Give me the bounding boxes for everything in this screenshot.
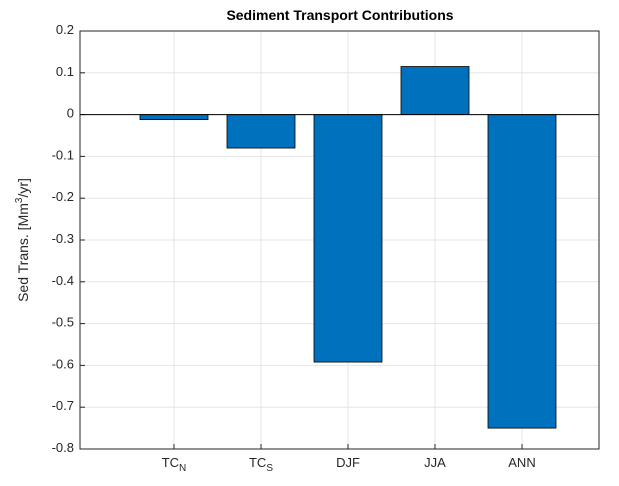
bar <box>487 114 557 429</box>
x-tick-label: ANN <box>508 455 535 470</box>
y-tick-label: 0 <box>67 106 74 121</box>
y-tick-label: -0.4 <box>52 273 74 288</box>
x-tick-label: JJA <box>424 455 446 470</box>
x-tick-label: TCN​ <box>162 455 187 473</box>
bar <box>400 66 470 115</box>
axes-box <box>79 30 600 450</box>
bar <box>139 114 209 121</box>
y-tick-label: -0.6 <box>52 357 74 372</box>
y-tick-label: 0.1 <box>56 64 74 79</box>
y-tick-label: -0.7 <box>52 399 74 414</box>
y-axis-label: Sed Trans. [Mm3​/yr] <box>14 178 31 302</box>
chart-title: Sediment Transport Contributions <box>226 7 453 23</box>
y-tick-label: 0.2 <box>56 22 74 37</box>
y-tick-label: -0.1 <box>52 148 74 163</box>
bar <box>226 114 296 149</box>
x-tick-label: TCS​ <box>249 455 273 473</box>
bar <box>313 114 383 363</box>
y-tick-label: -0.2 <box>52 190 74 205</box>
y-tick-label: -0.3 <box>52 231 74 246</box>
y-tick-label: -0.8 <box>52 440 74 455</box>
y-tick-label: -0.5 <box>52 315 74 330</box>
x-tick-label: DJF <box>336 455 360 470</box>
